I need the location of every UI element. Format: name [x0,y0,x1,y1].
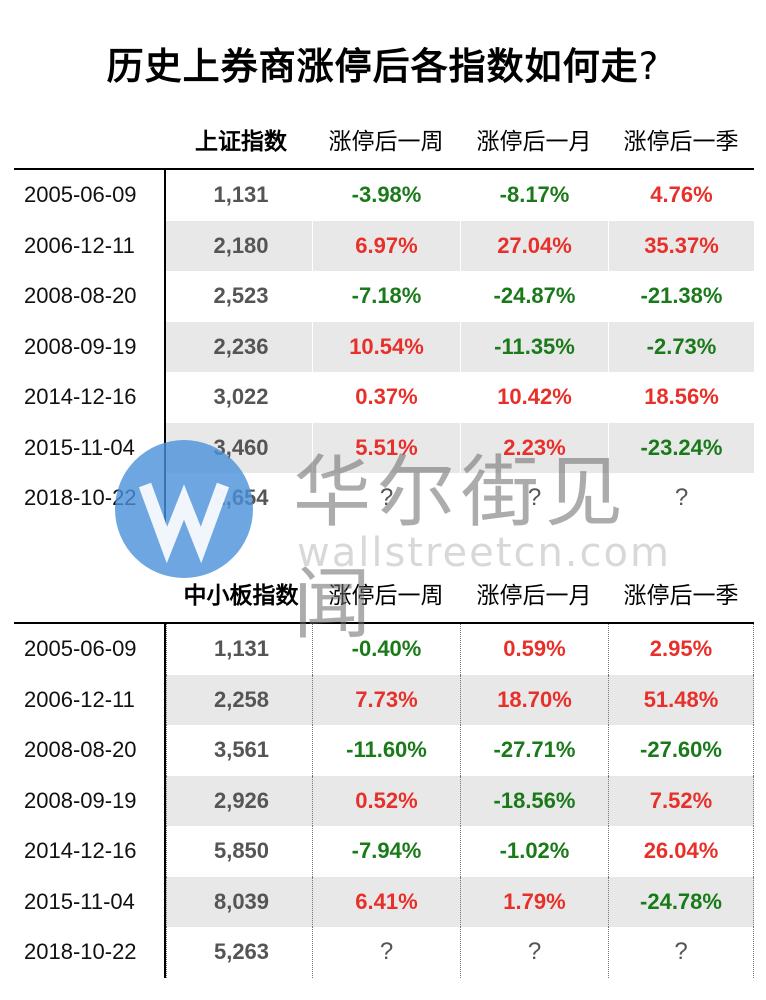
header-index: 中小板指数 [183,583,299,609]
cell-quarter-change: -2.73% [608,321,754,372]
table-row: 2014-12-16 3,022 0.37% 10.42% 18.56% [14,372,754,423]
cell-index-value: 3,561 [166,725,316,776]
cell-week-change: ? [312,927,460,978]
cell-index-value: 1,131 [213,182,269,208]
cell-week-change: -0.40% [312,624,460,675]
cell-date: 2018-10-22 [14,473,166,524]
cell-index-value: 5,263 [166,927,316,978]
cell-week-change: 6.41% [312,876,460,927]
table-row: 2008-09-19 2,926 0.52% -18.56% 7.52% [14,775,754,826]
cell-month-change: ? [460,927,608,978]
cell-quarter-change: ? [608,473,754,524]
cell-index-value: 2,236 [166,321,316,372]
header-week: 涨停后一周 [328,129,444,155]
cell-index-value: 5,850 [166,826,316,877]
cell-month-change: ? [460,473,608,524]
cell-week-change: 7.73% [312,674,460,725]
cell-quarter-change: 51.48% [608,674,754,725]
table-row: 2018-10-22 5,263??? [14,927,754,978]
header-month: 涨停后一月 [476,583,592,609]
cell-month-change: 18.70% [460,674,608,725]
cell-month-change: 27.04% [460,220,608,271]
cell-date: 2006-12-11 [14,220,166,271]
table-body: 2005-06-09 1,131 -0.40% 0.59% 2.95% 2006-12-1… [14,624,754,978]
cell-month-change: -27.71% [460,725,608,776]
cell-quarter-change: 2.95% [608,624,754,675]
cell-week-change: 6.97% [312,220,460,271]
page-title: 历史上券商涨停后各指数如何走? [106,45,660,88]
table-row: 2018-10-22 2,654??? [14,473,754,524]
cell-date: 2005-06-09 [14,170,166,221]
cell-date: 2008-09-19 [14,321,166,372]
header-week: 涨停后一周 [328,583,444,609]
cell-month-change: -11.35% [460,321,608,372]
cell-quarter-change: -21.38% [608,271,754,322]
cell-index-value: 8,039 [166,876,316,927]
cell-month-change: 0.59% [460,624,608,675]
cell-date: 2008-09-19 [14,775,166,826]
cell-month-change: -18.56% [460,775,608,826]
cell-quarter-change: -23.24% [608,422,754,473]
sme-index-table: 中小板指数 涨停后一周 涨停后一月 涨停后一季 2005-06-09 1,131-… [14,570,754,978]
header-month: 涨停后一月 [476,129,592,155]
cell-week-change: -3.98% [312,170,460,221]
cell-quarter-change: 4.76% [608,170,754,221]
cell-week-change: 5.51% [312,422,460,473]
table-row: 2008-08-20 2,523 -7.18% -24.87% -21.38% [14,271,754,322]
cell-week-change: 0.52% [312,775,460,826]
cell-month-change: -24.87% [460,271,608,322]
cell-date: 2006-12-11 [14,674,166,725]
cell-date: 2008-08-20 [14,725,166,776]
table-row: 2015-11-04 8,039 6.41% 1.79% -24.78% [14,876,754,927]
cell-date: 2005-06-09 [14,624,166,675]
cell-week-change: 0.37% [312,372,460,423]
cell-week-change: ? [312,473,460,524]
cell-index-value: 2,523 [213,283,269,309]
cell-quarter-change: ? [608,927,754,978]
header-quarter: 涨停后一季 [623,583,739,609]
cell-index-value: 1,131 [166,624,316,675]
cell-week-change: 10.54% [312,321,460,372]
table-row: 2006-12-11 2,180 6.97% 27.04% 35.37% [14,220,754,271]
table-row: 2008-09-19 2,236 10.54% -11.35% -2.73% [14,321,754,372]
cell-index-value: 2,654 [213,485,269,511]
cell-date: 2018-10-22 [14,927,166,978]
cell-quarter-change: -24.78% [608,876,754,927]
shanghai-index-table: 上证指数 涨停后一周 涨停后一月 涨停后一季 2005-06-09 1,131 -3… [14,116,754,524]
cell-month-change: 2.23% [460,422,608,473]
table-row: 2014-12-16 5,850 -7.94% -1.02% 26.04% [14,826,754,877]
table-row: 2005-06-09 1,131 -3.98% -8.17% 4.76% [14,170,754,221]
cell-week-change: -7.18% [312,271,460,322]
table-row: 2005-06-09 1,131 -0.40% 0.59% 2.95% [14,624,754,675]
table-header: 上证指数 涨停后一周 涨停后一月 涨停后一季 [14,116,754,170]
cell-quarter-change: 35.37% [608,220,754,271]
table-header: 中小板指数 涨停后一周 涨停后一月 涨停后一季 [14,570,754,624]
cell-month-change: 1.79% [460,876,608,927]
table-row: 2006-12-11 2,258 7.73% 18.70% 51.48% [14,674,754,725]
cell-month-change: -8.17% [460,170,608,221]
cell-index-value: 2,180 [166,220,316,271]
cell-quarter-change: 18.56% [608,372,754,423]
cell-date: 2015-11-04 [14,422,166,473]
cell-quarter-change: 26.04% [608,826,754,877]
cell-month-change: 10.42% [460,372,608,423]
cell-date: 2014-12-16 [14,372,166,423]
header-quarter: 涨停后一季 [623,129,739,155]
cell-index-value: 2,258 [166,674,316,725]
cell-month-change: -1.02% [460,826,608,877]
cell-quarter-change: 7.52% [608,775,754,826]
cell-index-value: 3,460 [166,422,316,473]
cell-week-change: -11.60% [312,725,460,776]
cell-date: 2008-08-20 [14,271,166,322]
table-row: 2008-08-20 3,561 -11.60% -27.71% -27.60% [14,725,754,776]
table-row: 2015-11-04 3,460 5.51% 2.23% -23.24% [14,422,754,473]
header-index: 上证指数 [195,129,287,155]
cell-index-value: 3,022 [213,384,269,410]
cell-date: 2014-12-16 [14,826,166,877]
cell-week-change: -7.94% [312,826,460,877]
cell-index-value: 2,926 [166,775,316,826]
cell-quarter-change: -27.60% [608,725,754,776]
table-body: 2005-06-09 1,131 -3.98% -8.17% 4.76% 2006-12-… [14,170,754,524]
cell-date: 2015-11-04 [14,876,166,927]
